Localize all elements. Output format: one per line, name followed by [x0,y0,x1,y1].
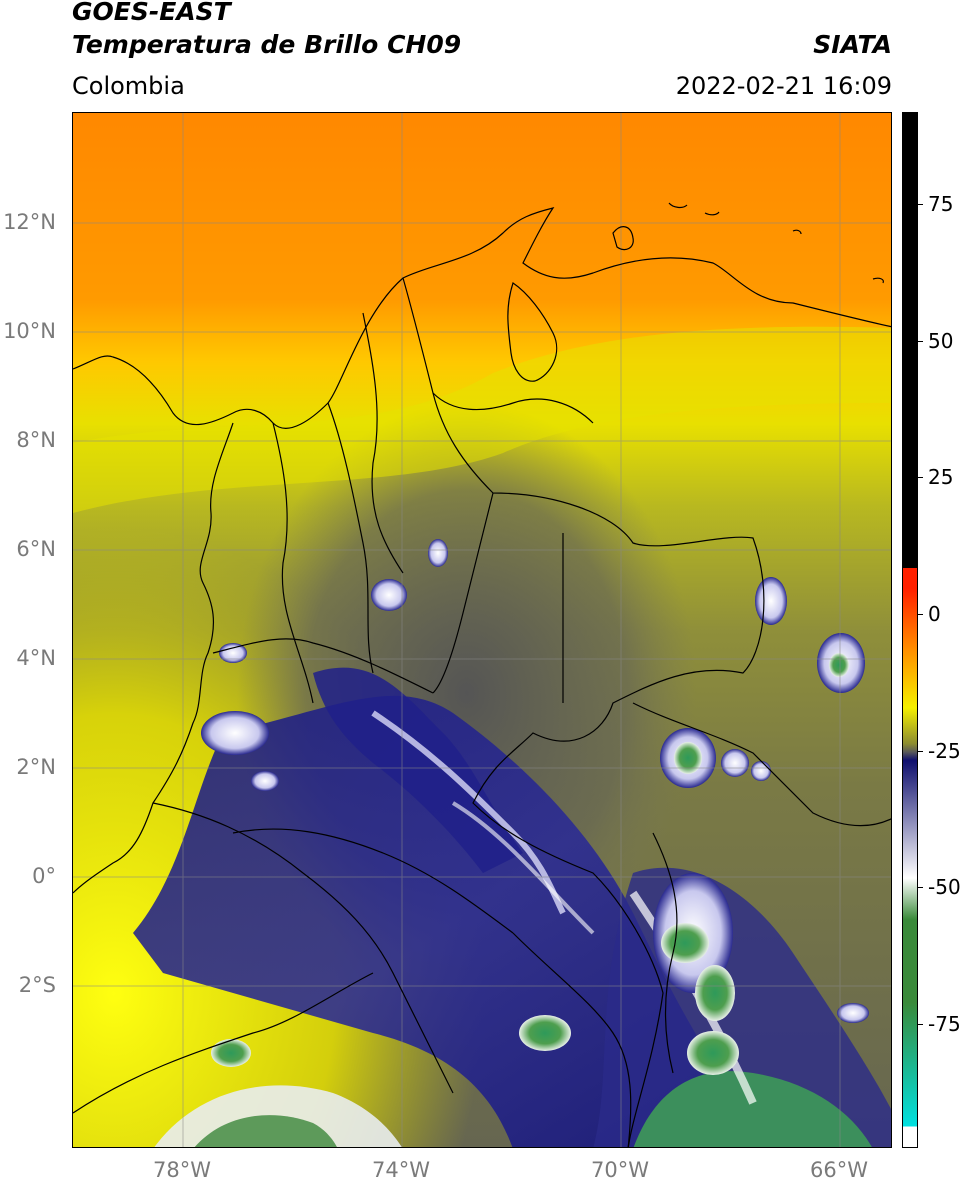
datetime-label: 2022-02-21 16:09 [675,72,892,100]
colorbar-tick-mark [918,751,923,752]
lat-tick-0: 0° [32,864,56,888]
colorbar-tick-mark [918,341,923,342]
map-title-line1: GOES-EAST [72,0,231,26]
lat-tick-2n: 2°N [16,755,56,779]
map-gridlines [73,113,891,1147]
map-title-line2: Temperatura de Brillo CH09 [72,30,462,59]
colorbar-label-neg50: -50 [928,875,961,899]
colorbar-label-75: 75 [928,192,954,216]
lon-tick-66w: 66°W [810,1158,868,1182]
colorbar-label-0: 0 [928,602,941,626]
colorbar-tick-mark [918,477,923,478]
region-label: Colombia [72,72,185,100]
lon-tick-78w: 78°W [153,1158,211,1182]
map-boundaries [73,202,891,1147]
colorbar-tick-mark [918,614,923,615]
colorbar-tick-mark [918,1024,923,1025]
satellite-imagery [73,113,891,1147]
lon-tick-70w: 70°W [591,1158,649,1182]
colorbar-label-neg75: -75 [928,1012,961,1036]
lat-tick-2s: 2°S [18,973,56,997]
lat-tick-4n: 4°N [16,646,56,670]
colorbar-label-50: 50 [928,329,954,353]
colorbar-tick-mark [918,887,923,888]
colorbar-tick-mark [918,204,923,205]
lat-tick-6n: 6°N [16,537,56,561]
lat-tick-8n: 8°N [16,428,56,452]
lat-tick-10n: 10°N [3,319,56,343]
temperature-colorbar [902,112,918,1148]
lat-tick-12n: 12°N [3,210,56,234]
colorbar-label-25: 25 [928,465,954,489]
colorbar-label-neg25: -25 [928,739,961,763]
lon-tick-74w: 74°W [372,1158,430,1182]
organization-label: SIATA [813,30,892,59]
satellite-map [72,112,892,1148]
